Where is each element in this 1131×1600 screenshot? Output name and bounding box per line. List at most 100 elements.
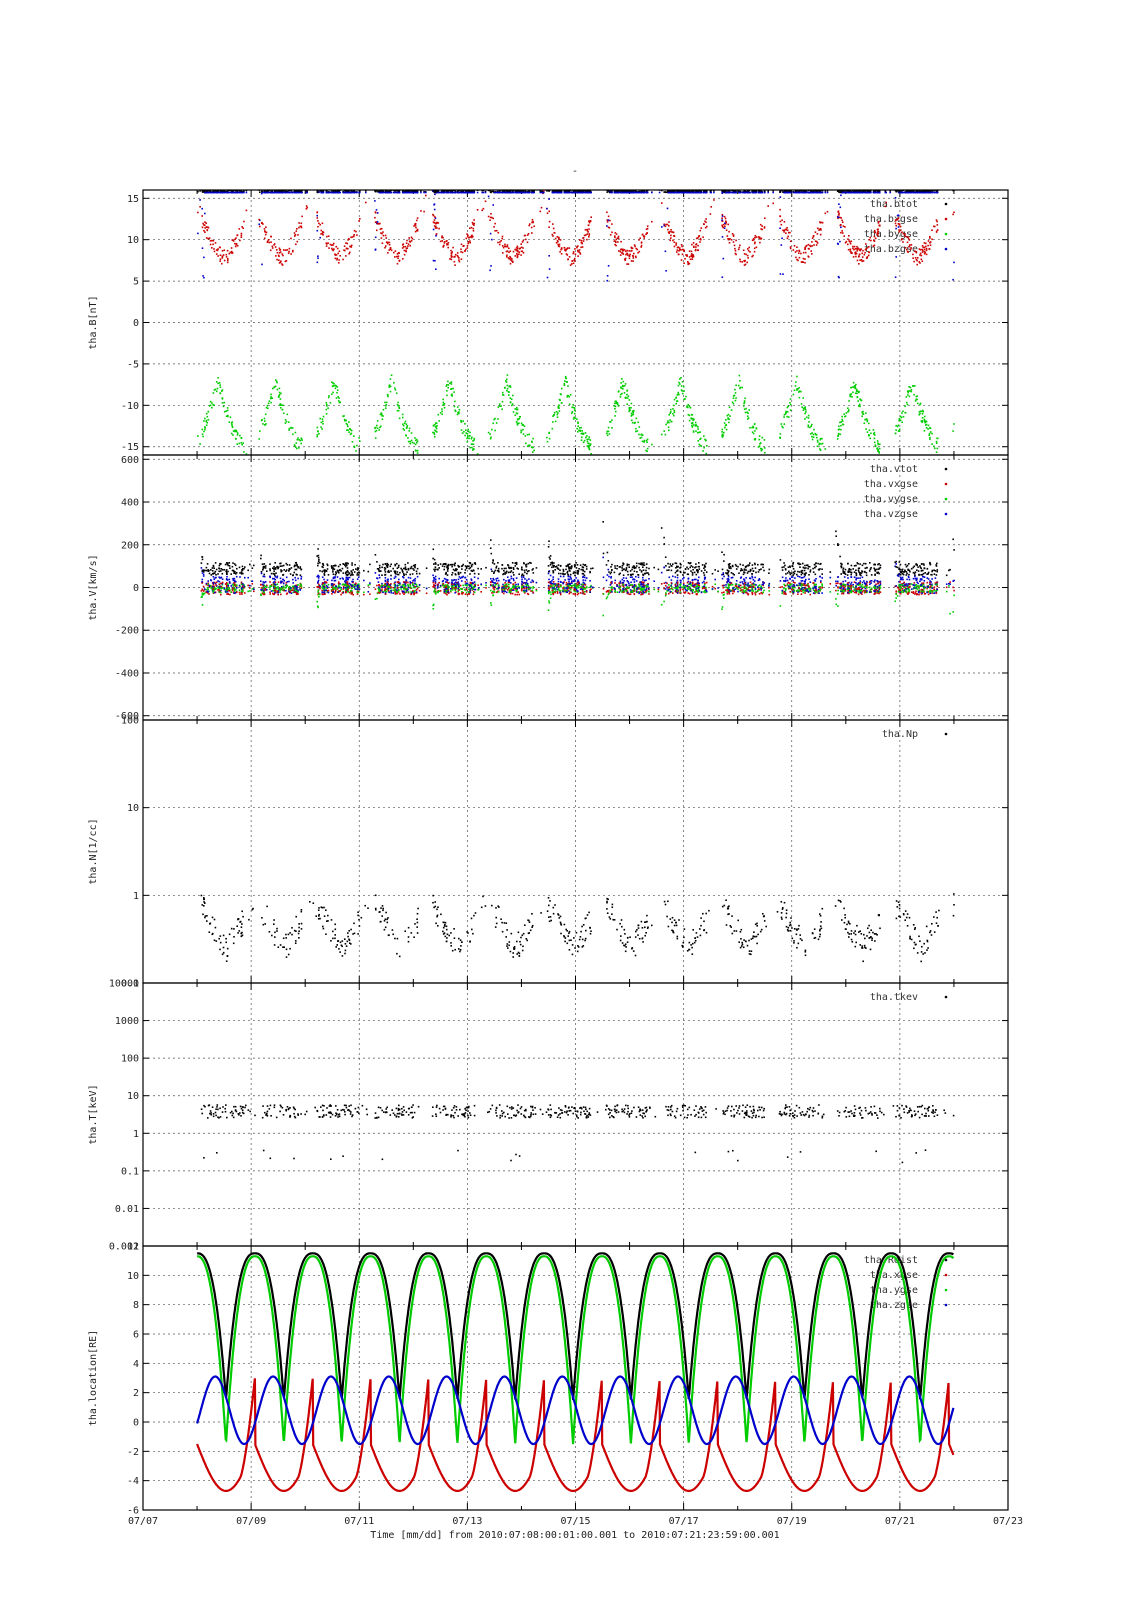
data-point [849,393,851,396]
data-point [796,258,798,261]
data-point [581,242,583,245]
data-point [466,190,469,192]
data-point [350,432,353,435]
data-point [885,201,887,204]
data-point [901,191,903,194]
data-point [853,245,856,248]
data-point [638,239,640,241]
data-point [693,424,695,426]
data-point [914,250,916,252]
data-point [206,229,208,231]
data-point [805,411,807,413]
data-point [225,415,228,417]
data-point [732,402,735,405]
data-point [507,391,510,393]
data-point [416,438,418,441]
data-point [472,235,474,238]
data-point [695,237,698,240]
data-point [450,388,452,390]
data-point [441,413,443,416]
data-point [273,190,276,193]
data-point [281,263,283,265]
data-point [747,418,749,420]
data-point [219,386,222,388]
data-point [552,191,554,194]
data-point [516,191,518,194]
data-point [414,439,417,442]
data-point [414,190,417,192]
data-point [856,396,859,399]
data-point [691,191,694,194]
data-point [317,430,319,433]
data-point [855,574,858,577]
data-point [929,438,931,440]
data-point [620,387,623,389]
data-point [522,252,525,254]
data-point [522,424,525,426]
data-point [518,191,521,194]
data-point [205,222,207,224]
data-point [230,250,233,253]
data-point [873,433,876,436]
data-point [292,249,294,252]
chart-title: - [572,166,578,177]
data-point [847,238,849,240]
data-point [692,254,694,256]
data-point [804,190,807,192]
data-point [627,190,630,191]
data-point [669,191,671,194]
data-point [856,249,859,252]
data-point [580,241,583,244]
data-point [456,406,459,408]
data-point [898,229,900,231]
data-point [810,250,812,252]
data-point [578,584,580,587]
data-point [236,434,239,436]
data-point [793,191,796,194]
data-point [280,260,282,262]
data-point [804,191,806,194]
data-point [626,190,628,192]
data-point [481,191,483,194]
data-point [516,247,519,249]
data-point [858,404,861,407]
data-point [668,225,670,227]
data-point [689,191,692,194]
data-point [640,242,643,244]
data-point [402,416,404,419]
data-point [227,414,229,417]
data-point [704,439,707,442]
data-point [631,419,633,422]
data-point [235,191,238,194]
data-point [420,210,422,212]
data-point [526,433,529,436]
data-point [856,247,858,250]
data-point [461,432,464,434]
data-point [814,190,817,192]
data-point [611,191,613,194]
data-point [907,394,909,396]
data-point [695,243,698,245]
data-point [695,424,698,427]
data-point [898,191,901,194]
data-point [876,448,878,450]
data-point [580,439,583,441]
data-point [509,255,511,258]
data-point [732,395,735,397]
data-point [743,583,745,586]
data-point [415,226,417,229]
data-point [789,398,792,400]
data-point [464,434,466,437]
data-point [724,217,727,220]
data-point [848,240,850,242]
data-point [729,238,731,240]
data-point [633,244,636,246]
data-point [727,413,730,416]
data-point [730,239,733,241]
data-point [470,191,473,194]
data-point [725,220,727,223]
data-point [472,227,475,230]
data-point [897,424,900,427]
data-point [404,191,407,194]
data-point [935,451,938,453]
